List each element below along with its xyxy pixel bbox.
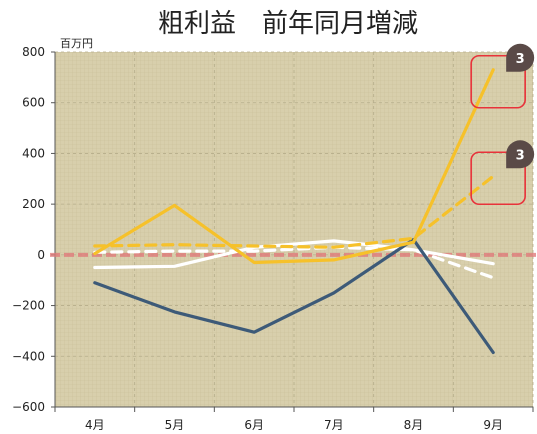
annotation-box [470,54,526,109]
y-tick-label: 600 [22,96,45,110]
series-line-1 [93,238,495,355]
series-line-5 [93,245,495,280]
series-line-3 [93,174,495,249]
y-tick-label: 0 [37,248,45,262]
x-tick-label: 9月 [483,418,503,432]
y-tick-label: −400 [12,349,45,363]
annotation-badge [506,140,535,169]
x-tick-label: 6月 [244,418,264,432]
y-tick-label: 400 [22,146,45,160]
x-tick-label: 4月 [85,418,105,432]
x-tick-label: 7月 [324,418,344,432]
y-tick-label: 200 [22,197,45,211]
annotation-badge-label: 3 [516,148,525,163]
annotation-badge-label: 3 [516,52,525,67]
chart-title: 粗利益 前年同月増減 [158,9,418,39]
y-tick-label: −600 [12,400,45,414]
x-tick-label: 5月 [165,418,185,432]
y-tick-label: 800 [22,45,45,59]
unit-label: 百万円 [60,37,93,50]
y-tick-label: −200 [12,299,45,313]
annotation-box [470,151,526,206]
series-line-4 [93,239,495,270]
x-tick-label: 8月 [404,418,424,432]
annotation-badge [506,43,535,72]
series-line-2 [93,68,495,265]
